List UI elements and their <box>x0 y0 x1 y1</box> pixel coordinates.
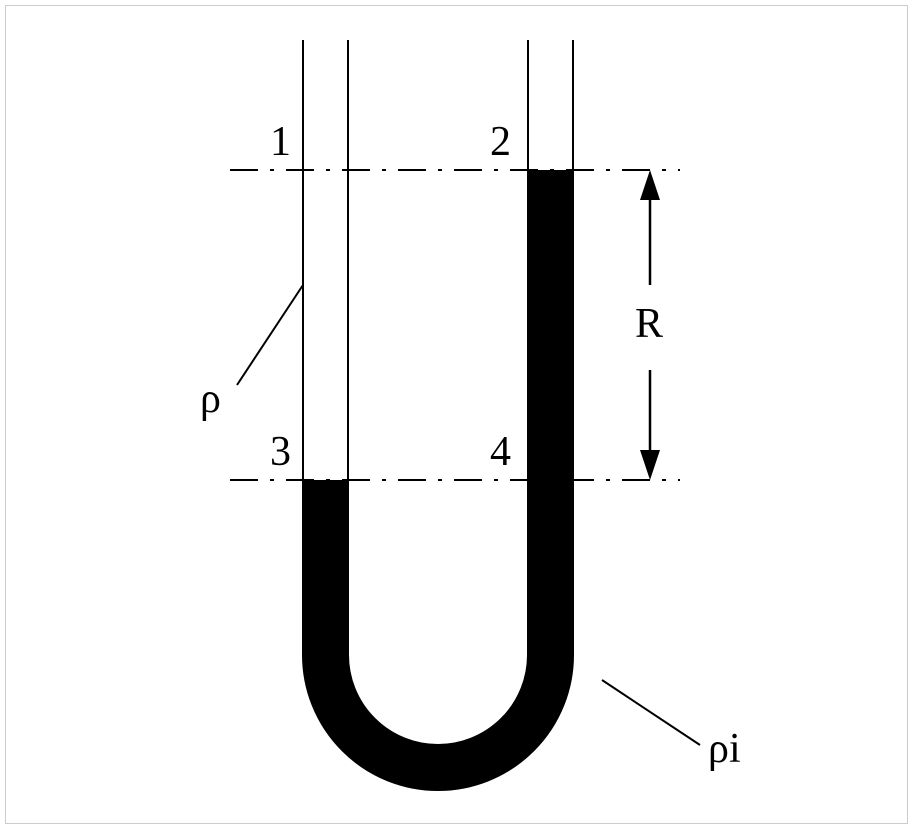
label-rho: ρ <box>200 375 221 423</box>
label-4: 4 <box>490 428 511 476</box>
label-2: 2 <box>490 118 511 166</box>
rho-i-leader <box>602 680 700 745</box>
label-rho-i: ρi <box>708 725 741 773</box>
rho-leader <box>237 285 303 385</box>
manometer-diagram <box>0 0 913 829</box>
label-1: 1 <box>270 118 291 166</box>
label-R: R <box>635 300 663 348</box>
label-3: 3 <box>270 428 291 476</box>
